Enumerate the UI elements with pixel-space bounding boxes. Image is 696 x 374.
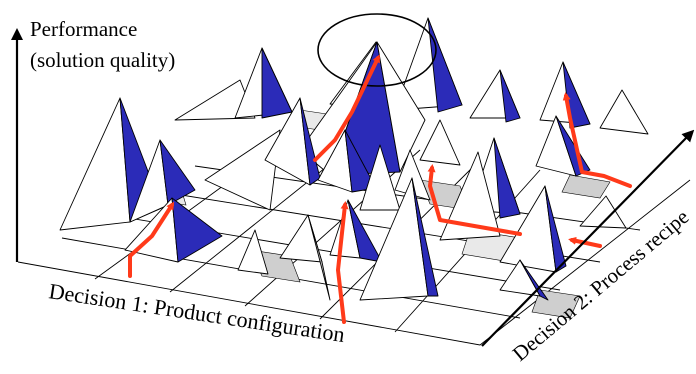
peaks [59,17,649,301]
y-axis-label-line1: Performance [30,17,137,41]
z-axis [481,129,695,347]
y-axis-label-line2: (solution quality) [30,48,175,72]
global-optimum-circle [317,13,437,87]
axes [11,28,695,347]
search-paths [128,54,632,324]
